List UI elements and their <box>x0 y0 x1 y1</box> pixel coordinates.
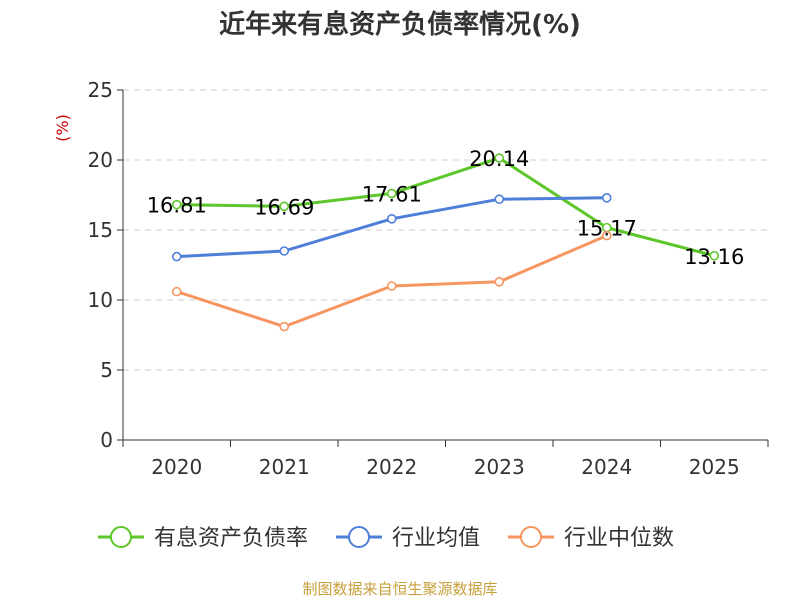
data-label: 13.16 <box>684 245 744 269</box>
y-tick-label: 0 <box>100 428 113 452</box>
data-point <box>709 250 720 261</box>
x-tick-label: 2025 <box>689 455 740 479</box>
y-tick-label: 5 <box>100 358 113 382</box>
data-point <box>171 286 182 297</box>
x-tick-label: 2023 <box>474 455 525 479</box>
y-tick-label: 20 <box>88 148 113 172</box>
chart-title: 近年来有息资产负债率情况(%) <box>219 9 581 40</box>
y-tick-label: 15 <box>88 218 113 242</box>
data-point <box>386 214 397 224</box>
x-tick-label: 2024 <box>581 455 632 479</box>
legend-marker <box>110 526 132 548</box>
x-tick-label: 2020 <box>151 455 202 479</box>
data-point <box>279 321 290 332</box>
y-tick-label: 25 <box>88 78 113 102</box>
x-tick-label: 2022 <box>366 455 417 479</box>
data-label: 17.61 <box>362 182 422 206</box>
data-labels: 16.81 16.69 17.61 20.14 15.17 13.16 <box>147 147 745 269</box>
x-tick-label: 2021 <box>259 455 310 479</box>
legend: 有息资产负债率 行业均值 行业中位数 <box>98 526 674 551</box>
legend-marker <box>520 526 542 548</box>
data-label: 16.81 <box>147 194 207 218</box>
data-point <box>494 153 505 163</box>
data-point <box>171 199 182 210</box>
data-label: 20.14 <box>469 147 529 171</box>
source-note: 制图数据来自恒生聚源数据库 <box>302 580 497 598</box>
legend-item-0: 有息资产负债率 <box>98 526 308 551</box>
data-label: 16.69 <box>254 195 314 219</box>
data-label: 15.17 <box>577 217 637 241</box>
grid-lines <box>123 89 768 371</box>
legend-label: 行业中位数 <box>564 526 674 551</box>
series-lines <box>171 153 720 332</box>
legend-label: 有息资产负债率 <box>154 526 308 551</box>
data-point <box>494 276 505 287</box>
series-line-0 <box>176 156 715 258</box>
data-point <box>494 194 505 204</box>
data-point <box>386 281 397 291</box>
data-point <box>601 230 612 241</box>
data-point <box>279 246 290 256</box>
legend-marker <box>348 526 370 548</box>
y-axis-label: (%) <box>53 114 72 142</box>
legend-item-1: 行业均值 <box>336 526 480 551</box>
series-line-2 <box>176 234 608 329</box>
data-point <box>601 193 612 203</box>
data-point <box>171 251 182 262</box>
legend-item-2: 行业中位数 <box>508 526 674 551</box>
data-point <box>279 201 290 212</box>
data-point <box>386 188 397 199</box>
y-tick-label: 10 <box>88 288 113 312</box>
legend-label: 行业均值 <box>392 526 480 551</box>
